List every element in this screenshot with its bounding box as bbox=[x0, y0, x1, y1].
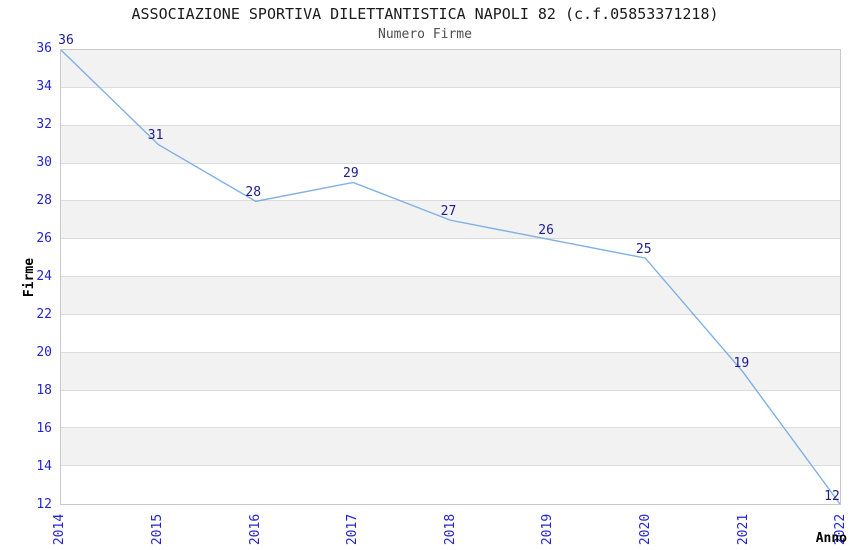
line-series-svg bbox=[61, 50, 840, 504]
gridline bbox=[61, 389, 840, 391]
plot-band bbox=[61, 277, 840, 315]
gridline bbox=[61, 124, 840, 126]
y-tick-label: 28 bbox=[36, 193, 52, 208]
data-point-label: 28 bbox=[245, 185, 262, 200]
gridline bbox=[61, 200, 840, 202]
plot-band bbox=[61, 390, 840, 429]
gridline bbox=[61, 465, 840, 467]
plot-band bbox=[61, 125, 840, 164]
plot-band bbox=[61, 50, 840, 88]
gridline bbox=[61, 86, 840, 88]
x-tick-label: 2019 bbox=[540, 513, 556, 545]
gridline bbox=[61, 276, 840, 277]
plot-band bbox=[61, 352, 840, 391]
y-tick-label: 22 bbox=[36, 307, 52, 322]
data-point-label: 36 bbox=[58, 33, 74, 48]
y-tick-label: 14 bbox=[36, 459, 52, 474]
plot-band bbox=[61, 466, 840, 504]
y-tick-label: 20 bbox=[36, 345, 52, 360]
x-tick-label: 2014 bbox=[52, 513, 68, 545]
chart-subtitle: Numero Firme bbox=[378, 27, 472, 42]
y-tick-label: 24 bbox=[36, 269, 52, 284]
data-point-label: 26 bbox=[538, 223, 554, 238]
y-tick-label: 36 bbox=[36, 41, 52, 56]
x-axis-title: Anno bbox=[815, 531, 847, 546]
data-point-label: 19 bbox=[733, 356, 750, 371]
y-tick-label: 18 bbox=[36, 383, 52, 398]
y-tick-label: 30 bbox=[36, 155, 52, 170]
y-tick-label: 34 bbox=[36, 79, 52, 94]
gridline bbox=[61, 313, 840, 315]
data-line bbox=[61, 50, 840, 504]
data-point-label: 12 bbox=[824, 489, 840, 504]
plot-band bbox=[61, 428, 840, 467]
plot-band bbox=[61, 239, 840, 277]
data-point-label: 29 bbox=[343, 166, 359, 181]
gridline bbox=[61, 162, 840, 164]
chart-title: ASSOCIAZIONE SPORTIVA DILETTANTISTICA NA… bbox=[131, 5, 719, 23]
plot-band bbox=[61, 87, 840, 126]
x-tick-label: 2017 bbox=[345, 513, 361, 545]
x-tick-label: 2018 bbox=[443, 513, 458, 545]
plot-area bbox=[60, 49, 841, 505]
plot-band bbox=[61, 163, 840, 202]
data-point-label: 25 bbox=[635, 242, 652, 257]
y-tick-label: 32 bbox=[36, 117, 52, 132]
data-point-label: 27 bbox=[440, 204, 457, 219]
x-tick-label: 2021 bbox=[735, 513, 751, 545]
y-tick-label: 26 bbox=[36, 231, 52, 246]
y-tick-label: 16 bbox=[36, 421, 52, 436]
x-tick-label: 2015 bbox=[150, 513, 166, 545]
x-tick-label: 2016 bbox=[247, 513, 263, 545]
y-tick-label: 12 bbox=[36, 497, 52, 512]
x-tick-label: 2020 bbox=[638, 513, 654, 545]
gridline bbox=[61, 427, 840, 429]
data-point-label: 31 bbox=[147, 128, 164, 143]
gridline bbox=[61, 351, 840, 353]
gridline bbox=[61, 238, 840, 240]
